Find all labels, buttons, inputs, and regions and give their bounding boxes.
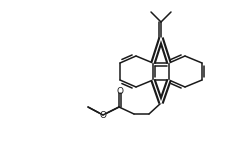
Text: O: O bbox=[99, 111, 107, 120]
Text: O: O bbox=[116, 88, 124, 97]
